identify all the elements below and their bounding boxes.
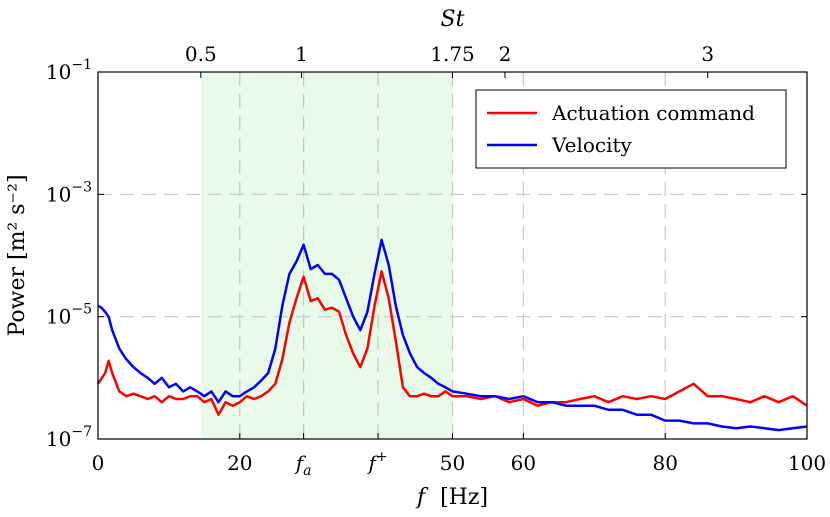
tick-labels: 0 20 fa f+ 50 60 80 100 0.5 1 1.75 2 3 10−7 10−5 10−3 10… — [46, 42, 826, 479]
top-axis-title: St — [441, 7, 465, 32]
y-tick-label: 10−5 — [46, 302, 92, 329]
x-tick-label: 80 — [652, 451, 677, 475]
top-tick-label: 1.75 — [430, 42, 475, 66]
series-line-velocity — [97, 238, 808, 432]
x-tick-label: fa — [294, 451, 312, 479]
x-axis-title: f [Hz] — [415, 485, 488, 510]
x-axis-unit: [Hz] — [440, 485, 488, 510]
x-tick-label: 0 — [92, 451, 105, 475]
y-tick-label: 10−1 — [46, 57, 92, 84]
y-axis-title: Power [m² s⁻²] — [5, 174, 30, 336]
x-tick-label: f+ — [366, 449, 387, 475]
x-tick-label: 50 — [440, 451, 465, 475]
x-tick-label: 20 — [227, 451, 252, 475]
legend-label-actuation: Actuation command — [551, 101, 755, 125]
y-tick-label: 10−7 — [46, 424, 92, 451]
tick-marks — [97, 71, 808, 440]
top-tick-label: 3 — [701, 42, 714, 66]
top-tick-label: 2 — [499, 42, 512, 66]
x-tick-label: 100 — [788, 451, 826, 475]
top-tick-label: 1 — [295, 42, 308, 66]
legend: Actuation command Velocity — [475, 89, 787, 169]
shaded-frequency-band — [200, 72, 453, 439]
legend-box — [475, 89, 787, 169]
series-line-actuation-command — [96, 270, 808, 416]
y-tick-label: 10−3 — [46, 179, 92, 206]
x-tick-label: 60 — [511, 451, 536, 475]
series-lines — [96, 238, 808, 432]
legend-label-velocity: Velocity — [551, 133, 633, 157]
x-axis-variable: f — [415, 485, 429, 510]
top-tick-label: 0.5 — [185, 42, 217, 66]
